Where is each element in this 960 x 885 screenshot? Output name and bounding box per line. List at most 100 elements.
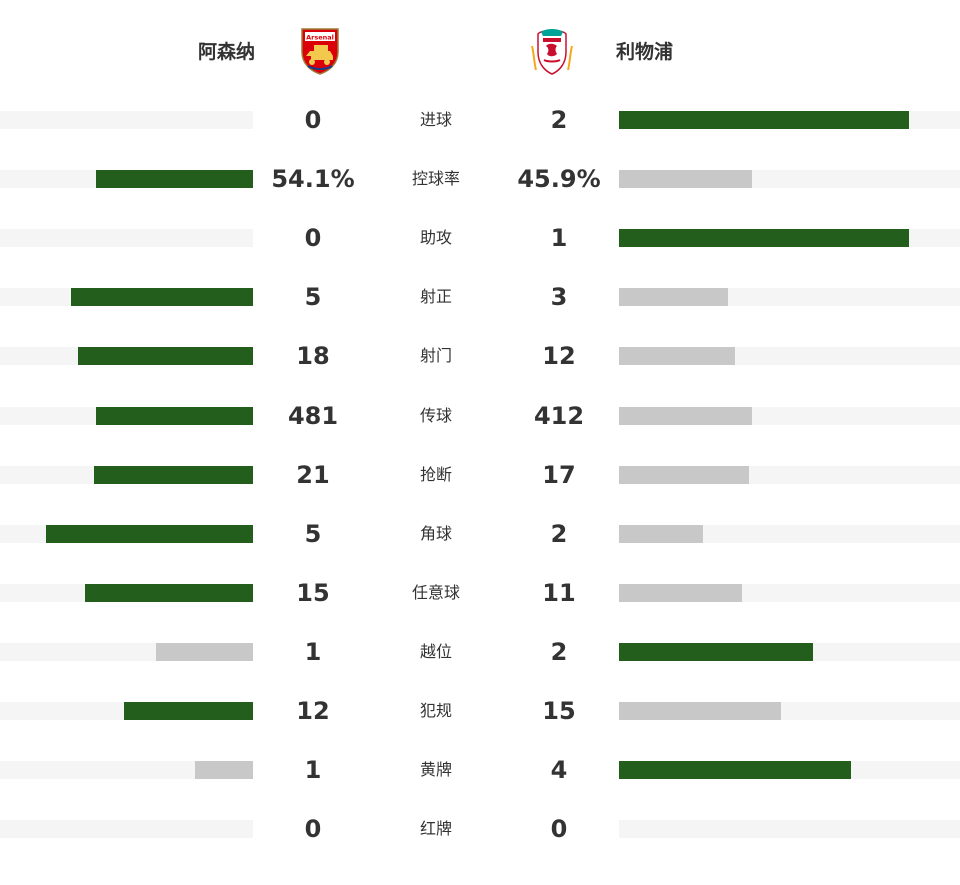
home-stat-track <box>0 407 253 425</box>
home-stat-track <box>0 111 253 129</box>
home-stat-value: 0 <box>304 815 322 843</box>
home-stat-bar <box>156 643 253 661</box>
away-stat-value: 1 <box>550 224 568 252</box>
away-stat-bar <box>619 347 735 365</box>
away-stat-track <box>619 170 960 188</box>
home-stat-value: 5 <box>304 520 322 548</box>
away-stat-value: 412 <box>533 402 585 430</box>
home-stat-value: 5 <box>304 283 322 311</box>
away-stat-bar <box>619 407 752 425</box>
home-stat-value: 12 <box>296 697 330 725</box>
away-stat-bar <box>619 288 728 306</box>
stat-label: 射门 <box>419 346 452 365</box>
away-stat-track <box>619 111 960 129</box>
home-stat-track <box>0 643 253 661</box>
home-stat-bar <box>124 702 253 720</box>
away-stat-value: 12 <box>542 342 576 370</box>
home-stat-bar <box>96 407 253 425</box>
stat-label: 助攻 <box>419 228 452 247</box>
away-stat-track <box>619 761 960 779</box>
away-stat-track <box>619 407 960 425</box>
away-stat-track <box>619 525 960 543</box>
home-stat-bar <box>195 761 253 779</box>
home-stat-bar <box>78 347 253 365</box>
away-stat-value: 45.9% <box>517 165 601 193</box>
home-stat-value: 54.1% <box>271 165 355 193</box>
stat-label: 射正 <box>419 287 452 306</box>
home-stat-value: 0 <box>304 224 322 252</box>
stat-label: 抢断 <box>419 465 452 484</box>
away-stat-value: 15 <box>542 697 576 725</box>
away-stat-track <box>619 643 960 661</box>
home-stat-track <box>0 466 253 484</box>
away-stat-track <box>619 702 960 720</box>
home-stat-track <box>0 584 253 602</box>
away-stat-track <box>619 229 960 247</box>
stat-label: 红牌 <box>419 819 452 838</box>
away-stat-track <box>619 288 960 306</box>
stat-label: 传球 <box>419 406 452 425</box>
stat-row: 1 越位 2 <box>0 632 960 672</box>
home-stat-value: 1 <box>304 638 322 666</box>
stat-label: 进球 <box>419 110 452 129</box>
stat-row: 5 射正 3 <box>0 277 960 317</box>
away-stat-value: 11 <box>542 579 576 607</box>
home-stat-track <box>0 229 253 247</box>
home-stat-bar <box>96 170 253 188</box>
away-stat-value: 0 <box>550 815 568 843</box>
away-stat-bar <box>619 643 813 661</box>
away-stat-bar <box>619 525 703 543</box>
home-stat-bar <box>94 466 253 484</box>
stat-label: 控球率 <box>411 169 460 188</box>
away-stat-track <box>619 466 960 484</box>
home-stat-value: 21 <box>296 461 330 489</box>
away-team-name[interactable]: 利物浦 <box>616 41 674 63</box>
home-stat-track <box>0 761 253 779</box>
home-stat-track <box>0 525 253 543</box>
home-stat-value: 481 <box>287 402 339 430</box>
stat-row: 0 进球 2 <box>0 100 960 140</box>
home-stat-value: 15 <box>296 579 330 607</box>
stat-row: 12 犯规 15 <box>0 691 960 731</box>
stat-row: 0 红牌 0 <box>0 809 960 849</box>
away-stat-track <box>619 347 960 365</box>
away-stat-bar <box>619 702 781 720</box>
liverpool-crest-icon[interactable] <box>528 26 576 76</box>
away-stat-value: 2 <box>550 106 568 134</box>
stat-row: 5 角球 2 <box>0 514 960 554</box>
home-stat-value: 0 <box>304 106 322 134</box>
svg-text:Arsenal: Arsenal <box>306 34 334 42</box>
away-stat-track <box>619 820 960 838</box>
home-stat-bar <box>71 288 253 306</box>
stat-row: 0 助攻 1 <box>0 218 960 258</box>
away-stat-value: 2 <box>550 638 568 666</box>
away-stat-bar <box>619 584 742 602</box>
home-stat-track <box>0 702 253 720</box>
away-stat-bar <box>619 170 752 188</box>
stat-row: 18 射门 12 <box>0 336 960 376</box>
home-team-name[interactable]: 阿森纳 <box>197 41 255 63</box>
away-stat-track <box>619 584 960 602</box>
home-stat-track <box>0 170 253 188</box>
stat-label: 黄牌 <box>419 760 452 779</box>
stat-row: 481 传球 412 <box>0 396 960 436</box>
stat-label: 角球 <box>419 524 452 543</box>
away-stat-bar <box>619 466 749 484</box>
arsenal-crest-icon[interactable]: Arsenal <box>296 26 344 76</box>
home-stat-track <box>0 288 253 306</box>
away-stat-bar <box>619 229 909 247</box>
home-stat-value: 18 <box>296 342 330 370</box>
stat-row: 15 任意球 11 <box>0 573 960 613</box>
stat-label: 越位 <box>419 642 452 661</box>
stat-row: 1 黄牌 4 <box>0 750 960 790</box>
away-stat-value: 17 <box>542 461 576 489</box>
home-stat-value: 1 <box>304 756 322 784</box>
stat-row: 21 抢断 17 <box>0 455 960 495</box>
away-stat-value: 3 <box>550 283 568 311</box>
away-stat-value: 4 <box>550 756 568 784</box>
stat-label: 犯规 <box>419 701 452 720</box>
home-stat-track <box>0 820 253 838</box>
home-stat-bar <box>85 584 253 602</box>
away-stat-bar <box>619 761 851 779</box>
home-stat-bar <box>46 525 253 543</box>
